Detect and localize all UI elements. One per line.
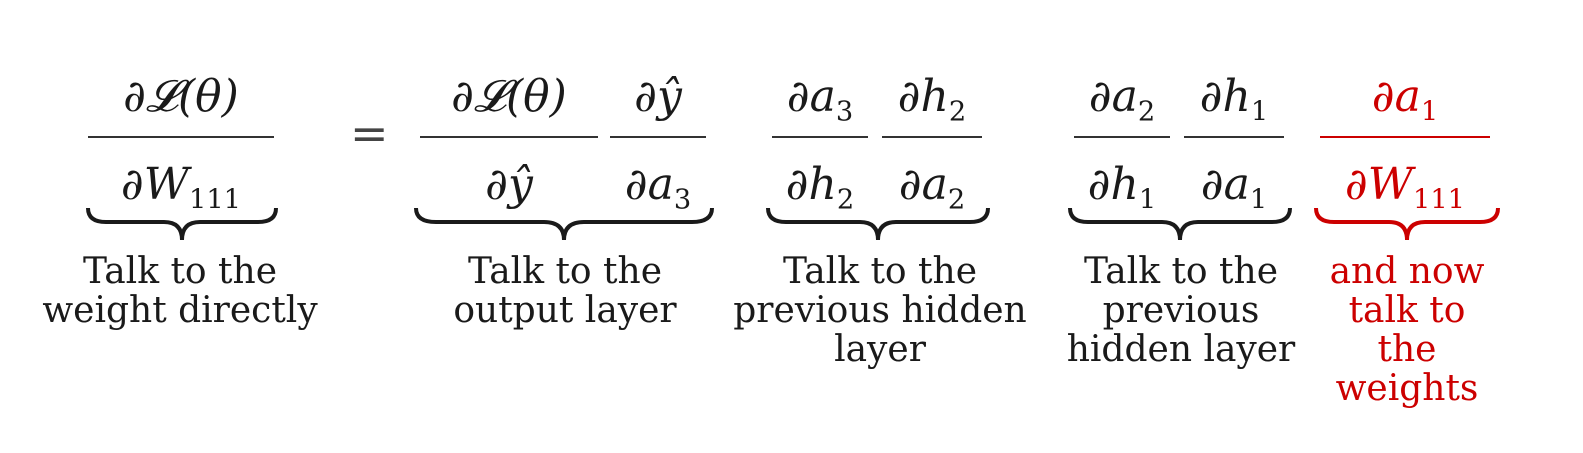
- numerator-sub: 3: [835, 96, 854, 128]
- lhs-fraction: ∂𝓛(θ) ∂W111: [88, 0, 274, 214]
- fraction-numerator: ∂a2: [1074, 71, 1170, 126]
- term-fraction: ∂a2 ∂h1: [1074, 0, 1170, 214]
- fraction-bar: [610, 136, 706, 138]
- term-fraction: ∂𝓛(θ) ∂ŷ: [420, 0, 598, 210]
- denominator-main: ∂a: [624, 159, 674, 210]
- numerator-sub: 2: [1137, 96, 1156, 128]
- denominator-main: ∂W: [1344, 159, 1413, 210]
- fraction-denominator: ∂h2: [772, 159, 868, 214]
- lhs-caption: Talk to the weight directly: [42, 251, 318, 331]
- fraction-bar: [1320, 136, 1490, 138]
- denominator-main: ∂a: [898, 159, 948, 210]
- term-fraction: ∂ŷ ∂a3: [610, 0, 706, 214]
- term-underbrace: [414, 207, 714, 241]
- denominator-main: ∂ŷ: [485, 159, 533, 210]
- term-fraction: ∂a1 ∂W111: [1320, 0, 1490, 214]
- term-underbrace: [1068, 207, 1292, 241]
- term-fraction: ∂h1 ∂a1: [1184, 0, 1284, 214]
- numerator-main: ∂ŷ: [634, 71, 682, 122]
- term-caption: Talk to the output layer: [453, 251, 677, 331]
- fraction-denominator: ∂a1: [1184, 159, 1284, 214]
- fraction-bar: [1074, 136, 1170, 138]
- lhs-numerator: ∂𝓛(θ): [123, 71, 239, 122]
- fraction-numerator: ∂ŷ: [610, 72, 706, 122]
- denominator-main: ∂a: [1200, 159, 1250, 210]
- term-fraction: ∂a3 ∂h2: [772, 0, 868, 214]
- numerator-main: ∂a: [786, 71, 836, 122]
- lhs-underbrace: [86, 207, 278, 241]
- numerator-sub: 1: [1420, 96, 1439, 128]
- fraction-denominator: ∂ŷ: [420, 160, 598, 210]
- denominator-main: ∂h: [1087, 159, 1139, 210]
- fraction-bar: [882, 136, 982, 138]
- fraction-denominator: ∂h1: [1074, 159, 1170, 214]
- denominator-sub: 2: [836, 184, 855, 216]
- numerator-main: ∂h: [1199, 71, 1251, 122]
- lhs-denominator-main: ∂W: [120, 159, 189, 210]
- term-underbrace: [1314, 207, 1500, 241]
- lhs-denominator-sub: 111: [188, 184, 242, 216]
- numerator-sub: 2: [948, 96, 967, 128]
- fraction-numerator: ∂h2: [882, 71, 982, 126]
- fraction-denominator: ∂a2: [882, 159, 982, 214]
- fraction-denominator: ∂W111: [1320, 159, 1490, 214]
- term-caption: and now talk to the weights: [1329, 251, 1485, 409]
- fraction-numerator: ∂𝓛(θ): [420, 72, 598, 122]
- denominator-sub: 1: [1138, 184, 1157, 216]
- fraction-bar: [420, 136, 598, 138]
- lhs-denominator: ∂W111: [88, 159, 274, 214]
- fraction-numerator: ∂h1: [1184, 71, 1284, 126]
- denominator-sub: 111: [1412, 184, 1466, 216]
- numerator-main: ∂a: [1088, 71, 1138, 122]
- fraction-bar: [772, 136, 868, 138]
- term-caption: Talk to the previous hidden layer: [733, 251, 1027, 370]
- fraction-denominator: ∂a3: [610, 159, 706, 214]
- equals-sign: =: [350, 106, 389, 160]
- numerator-main: ∂a: [1371, 71, 1421, 122]
- numerator-sub: 1: [1250, 96, 1269, 128]
- denominator-sub: 2: [947, 184, 966, 216]
- fraction-bar: [88, 136, 274, 138]
- term-fraction: ∂h2 ∂a2: [882, 0, 982, 214]
- fraction-bar: [1184, 136, 1284, 138]
- fraction-numerator: ∂a1: [1320, 71, 1490, 126]
- term-caption: Talk to the previous hidden layer: [1066, 251, 1296, 370]
- denominator-sub: 3: [673, 184, 692, 216]
- numerator-main: ∂h: [897, 71, 949, 122]
- numerator-main: ∂𝓛(θ): [451, 71, 567, 122]
- term-underbrace: [766, 207, 990, 241]
- fraction-numerator: ∂a3: [772, 71, 868, 126]
- denominator-main: ∂h: [785, 159, 837, 210]
- denominator-sub: 1: [1249, 184, 1268, 216]
